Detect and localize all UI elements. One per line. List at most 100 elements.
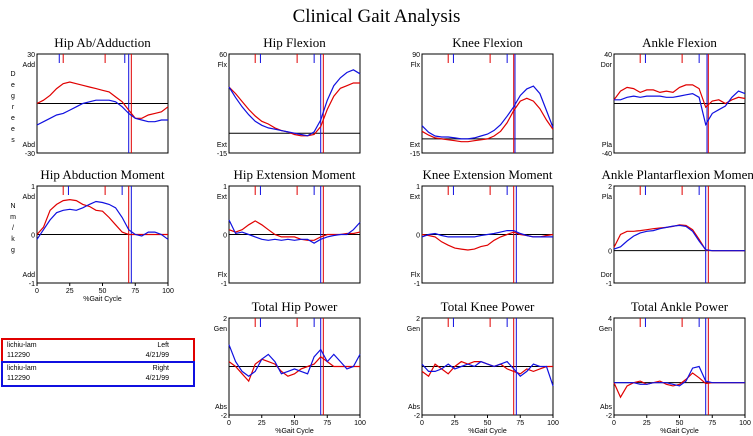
xtick-label: 0 [35, 288, 39, 295]
ylabel-top: Add [23, 62, 36, 69]
ylabel-top: Pla [602, 194, 612, 201]
xtick-label: 100 [547, 420, 559, 427]
xtick-label: 0 [612, 420, 616, 427]
series-line-left [613, 84, 746, 109]
ylabel-bottom: Ext [217, 142, 227, 149]
ylabel-letter: e [11, 126, 15, 133]
ylabel-letter: N [10, 203, 15, 210]
ylabel-top: Gen [407, 326, 420, 333]
ytick-bottom: -30 [25, 151, 35, 158]
plot-frame [228, 53, 361, 154]
ytick-top: 60 [219, 52, 227, 59]
ytick-bottom: -40 [602, 151, 612, 158]
ytick-top: 1 [223, 184, 227, 191]
ylabel-top: Gen [599, 326, 612, 333]
plot-title-hip-abd-moment: Hip Abduction Moment [40, 167, 165, 182]
plot-frame [421, 53, 554, 154]
plot-ankle-power: 4 -2 Gen Abs 0 25 50 75 100 %Gait Cycle [599, 316, 751, 435]
ytick-bottom: -1 [29, 281, 35, 288]
ytick-bottom: -1 [221, 281, 227, 288]
ylabel-top: Flx [411, 62, 421, 69]
plot-hip-power: 2 -2 Gen Abs 0 25 50 75 100 %Gait Cycle [214, 316, 366, 435]
xtick-label: 0 [227, 420, 231, 427]
ylabel-bottom: Abd [23, 142, 36, 149]
xaxis-label: %Gait Cycle [83, 296, 122, 303]
ytick-bottom: -2 [221, 413, 227, 420]
xtick-label: 25 [66, 288, 74, 295]
ytick-zero: 0 [223, 233, 227, 240]
ylabel-letter: e [11, 82, 15, 89]
legend-left-id: 112290 [7, 352, 30, 359]
plot-frame [613, 185, 746, 284]
plot-knee-ext-moment: 1 -1 Ext Flx 0 [410, 184, 554, 288]
ytick-zero: 0 [608, 249, 612, 256]
plot-title-ankle-power: Total Ankle Power [630, 299, 729, 314]
series-line-right [421, 85, 554, 140]
plot-title-hip-power: Total Hip Power [251, 299, 338, 314]
ylabel-bottom: Pla [602, 142, 612, 149]
ylabel-bottom: Abs [215, 404, 228, 411]
legend-right-id: 112290 [7, 375, 30, 382]
xtick-label: 50 [676, 420, 684, 427]
series-line-left [613, 372, 745, 399]
series-line-left [228, 220, 361, 241]
ylabel-letter: g [11, 247, 15, 254]
ylabel-top: Gen [214, 326, 227, 333]
ylabel-letter: g [11, 93, 15, 100]
plot-title-hip-ext-moment: Hip Extension Moment [233, 167, 356, 182]
plot-knee-power: 2 -2 Gen Abs 0 25 50 75 100 %Gait Cycle [407, 316, 559, 435]
plot-title-knee-power: Total Knee Power [440, 299, 535, 314]
ylabel-bottom: Abs [600, 404, 613, 411]
legend-left-date: 4/21/99 [145, 352, 169, 359]
ylabel-letter: D [10, 71, 15, 78]
ytick-bottom: -2 [414, 413, 420, 420]
ytick-top: 2 [416, 316, 420, 323]
ytick-top: 90 [412, 52, 420, 59]
series-line-right [228, 344, 361, 377]
ytick-top: 1 [416, 184, 420, 191]
plot-frame [613, 317, 746, 416]
ylabel-letter: / [12, 225, 14, 232]
plot-title-hip-abd: Hip Ab/Adduction [54, 35, 151, 50]
xtick-label: 50 [99, 288, 107, 295]
xtick-label: 25 [643, 420, 651, 427]
plot-title-ankle-pf-moment: Ankle Plantarflexion Moment [601, 167, 753, 182]
ylabel-top: Dor [601, 62, 613, 69]
legend-right-side: Right [152, 365, 169, 372]
ytick-top: 4 [608, 316, 612, 323]
series-line-right [421, 360, 554, 387]
xtick-label: 75 [516, 420, 524, 427]
series-line-right [614, 90, 746, 127]
ylabel-letter: r [12, 104, 15, 111]
ylabel-top: Ext [217, 194, 227, 201]
ylabel-letter: k [11, 236, 15, 243]
ylabel-bottom: Abs [408, 404, 421, 411]
xtick-label: 100 [162, 288, 174, 295]
series-line-right [36, 200, 169, 240]
plot-title-ankle-flex: Ankle Flexion [642, 35, 717, 50]
series-line-right [613, 224, 745, 252]
series-line-left [613, 224, 745, 252]
ylabel-bottom: Dor [601, 272, 613, 279]
xtick-label: 0 [420, 420, 424, 427]
plot-ankle-pf-moment: 2 -1 Pla Dor 0 [601, 184, 746, 288]
ytick-bottom: -15 [410, 151, 420, 158]
plot-title-knee-ext-moment: Knee Extension Moment [422, 167, 553, 182]
xtick-label: 50 [484, 420, 492, 427]
series-line-right [614, 365, 745, 387]
ylabel-letter: e [11, 115, 15, 122]
xtick-label: 75 [708, 420, 716, 427]
ylabel-top: Abd [23, 194, 36, 201]
legend-right-date: 4/21/99 [145, 375, 169, 382]
xaxis-label: %Gait Cycle [275, 428, 314, 435]
xaxis-label: %Gait Cycle [468, 428, 507, 435]
series-line-left [228, 82, 360, 137]
ytick-top: 30 [27, 52, 35, 59]
ytick-bottom: -1 [606, 281, 612, 288]
plot-hip-ext-moment: 1 -1 Ext Flx 0 [217, 184, 361, 288]
ytick-bottom: -2 [606, 413, 612, 420]
legend-right: lichiu-lam Right 112290 4/21/99 [1, 361, 195, 387]
ylabel-bottom: Add [23, 272, 36, 279]
ylabel-top: Ext [410, 194, 420, 201]
